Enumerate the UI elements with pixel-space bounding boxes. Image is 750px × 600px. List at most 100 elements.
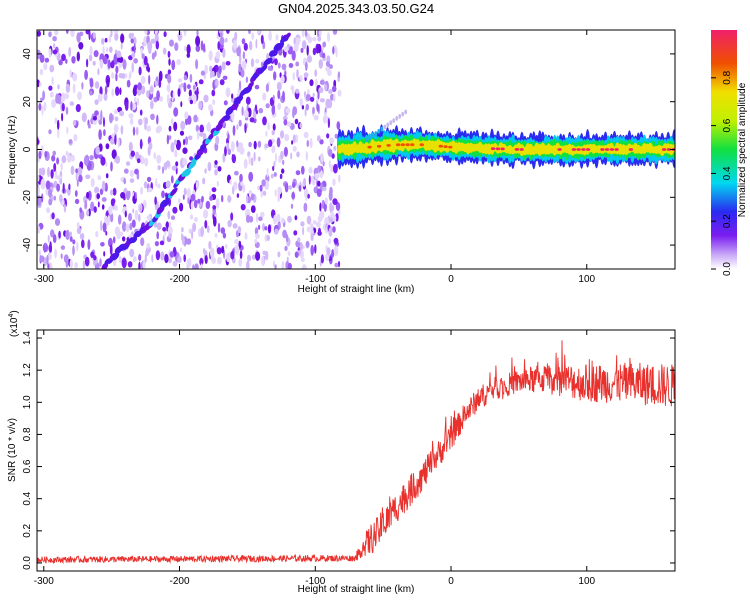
spectrogram-noise-cell [75, 170, 78, 182]
spectrogram-noise-cell [329, 217, 334, 223]
spectrogram-noise-cell [158, 70, 163, 82]
snr-xtick-label: -300 [34, 576, 54, 587]
spectrogram-noise-cell [209, 196, 214, 201]
spectrogram-noise-cell [338, 174, 341, 183]
spectrogram-noise-cell [76, 179, 79, 187]
spectrogram-noise-cell [279, 173, 283, 180]
spectrogram-noise-cell [200, 263, 203, 269]
spectrogram-noise-cell [176, 252, 179, 259]
spectrogram-noise-cell [183, 75, 188, 81]
spectrogram-noise-cell [204, 220, 208, 229]
spectrogram-noise-cell [157, 165, 161, 171]
spectrogram-peak-cell [557, 148, 562, 151]
spectrogram-noise-cell [101, 197, 107, 202]
spectrogram-noise-cell [319, 98, 325, 103]
spectrogram-noise-cell [267, 122, 270, 131]
spectrogram-noise-cell [74, 198, 80, 205]
spectrogram-peak-cell [367, 145, 372, 149]
spectrogram-noise-cell [134, 191, 137, 200]
spectrogram-noise-cell [110, 138, 115, 145]
spectrogram-noise-cell [304, 188, 309, 199]
spectrogram-noise-cell [333, 145, 337, 151]
spectrogram-track-cell [285, 32, 291, 39]
snr-chart: -300 -200 -100 0 100 0.0 0.2 0.4 0.6 0.8 1.0 1.2 1.4… [7, 310, 676, 595]
spectrogram-peak-cell [609, 148, 615, 151]
spectrogram-noise-cell [81, 82, 84, 90]
spectrogram-noise-cell [81, 112, 87, 123]
spectrogram-noise-cell [79, 207, 83, 213]
colorbar-tick-label: 0.2 [722, 214, 733, 228]
spectrogram-noise-cell [272, 94, 275, 101]
spectrogram-noise-cell [218, 65, 222, 74]
spectrogram-noise-cell [285, 107, 291, 114]
spectrogram-noise-cell [320, 169, 323, 179]
spectrogram-noise-cell [189, 156, 194, 161]
spectrogram-noise-cell [155, 40, 159, 50]
spectrogram-noise-cell [274, 264, 277, 269]
spectrogram-noise-cell [84, 199, 88, 209]
spectrogram-noise-cell [49, 248, 52, 253]
spectrogram-noise-cell [162, 227, 167, 232]
spectrogram-noise-cell [224, 146, 227, 157]
spectrogram-noise-cell [187, 135, 193, 141]
spectrogram-noise-cell [297, 237, 301, 243]
spectrogram-noise-cell [89, 45, 93, 56]
spectrogram-noise-cell [274, 189, 277, 197]
spectrogram-ytick-label: 20 [22, 96, 33, 108]
spectrogram-noise-cell [226, 142, 230, 151]
spectrogram-noise-cell [101, 37, 105, 45]
spectrogram-noise-cell [84, 256, 90, 267]
spectrogram-noise-cell [156, 154, 162, 164]
spectrogram-noise-cell [234, 31, 238, 41]
spectrogram-noise-cell [312, 92, 315, 98]
spectrogram-noise-cell [154, 50, 157, 57]
spectrogram-noise-cell [95, 231, 99, 238]
spectrogram-noise-cell [310, 244, 315, 256]
spectrogram-noise-cell [329, 137, 335, 145]
spectrogram-noise-cell [125, 223, 130, 233]
spectrogram-noise-cell [109, 112, 113, 124]
spectrogram-noise-cell [208, 240, 212, 250]
snr-xtick-label: -200 [170, 576, 190, 587]
spectrogram-noise-cell [125, 161, 131, 166]
spectrogram-noise-cell [280, 75, 285, 84]
spectrogram-noise-cell [225, 87, 231, 98]
spectrogram-noise-cell [217, 166, 222, 172]
spectrogram-noise-cell [222, 232, 227, 239]
spectrogram-noise-cell [65, 106, 69, 115]
spectrogram-peak-cell [395, 143, 401, 147]
spectrogram-noise-cell [202, 43, 206, 52]
snr-series-line [37, 340, 675, 565]
spectrogram-noise-cell [52, 234, 57, 244]
spectrogram-noise-cell [250, 193, 255, 201]
spectrogram-noise-cell [239, 173, 243, 183]
spectrogram-noise-cell [291, 87, 295, 95]
spectrogram-noise-cell [173, 121, 178, 132]
spectrogram-noise-cell [169, 39, 174, 47]
spectrogram-noise-cell [103, 129, 106, 137]
spectrogram-noise-cell [170, 118, 174, 125]
spectrogram-noise-cell [173, 139, 177, 146]
spectrogram-noise-cell [316, 103, 319, 112]
snr-xtick-label: 0 [448, 576, 454, 587]
spectrogram-noise-cell [199, 257, 204, 266]
spectrogram-noise-cell [39, 255, 45, 263]
spectrogram-noise-cell [143, 181, 148, 189]
spectrogram-noise-cell [308, 166, 313, 174]
spectrogram-noise-cell [99, 258, 102, 267]
spectrogram-noise-cell [268, 139, 273, 147]
spectrogram-noise-cell [208, 104, 213, 112]
spectrogram-noise-cell [150, 86, 154, 93]
spectrogram-peak-cell [604, 148, 610, 151]
spectrogram-noise-cell [288, 185, 293, 190]
spectrogram-noise-cell [38, 150, 42, 160]
spectrogram-noise-cell [267, 65, 273, 71]
spectrogram-noise-cell [103, 251, 106, 257]
spectrogram-noise-cell [124, 73, 128, 79]
spectrogram-noise-cell [51, 212, 55, 220]
spectrogram-noise-cell [138, 254, 142, 261]
spectrogram-streak-cell [398, 113, 402, 119]
spectrogram-noise-cell [230, 212, 234, 221]
spectrogram-noise-cell [140, 85, 146, 95]
spectrogram-noise-cell [260, 61, 264, 68]
